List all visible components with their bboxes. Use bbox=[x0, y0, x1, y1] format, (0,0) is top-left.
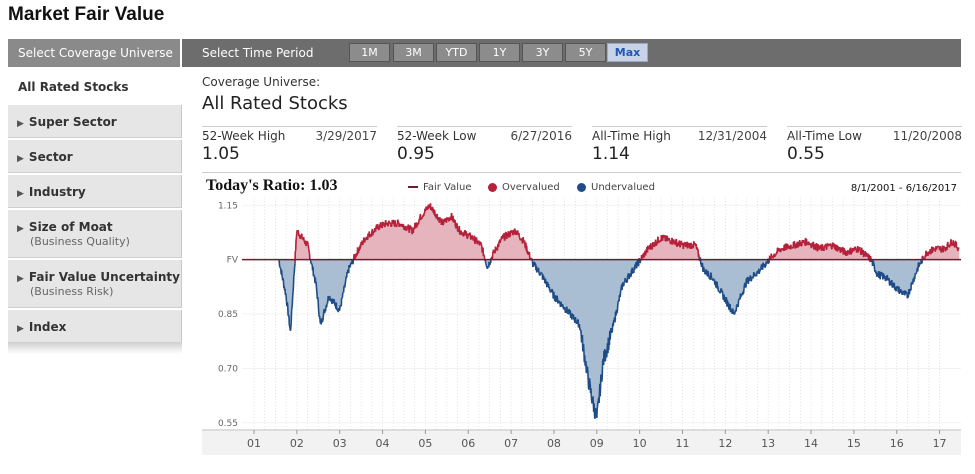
x-tick-label: 06 bbox=[461, 437, 475, 450]
x-tick-label: 13 bbox=[761, 437, 775, 450]
sidebar-item-label: All Rated Stocks bbox=[18, 80, 129, 94]
x-tick-label: 17 bbox=[933, 437, 947, 450]
triangle-right-icon: ▶ bbox=[17, 154, 24, 164]
x-tick-label: 03 bbox=[333, 437, 347, 450]
stat-value: 1.14 bbox=[592, 144, 630, 164]
period-1y-button[interactable]: 1Y bbox=[479, 43, 520, 62]
chart-header: Today's Ratio: 1.03 Fair Value Overvalue… bbox=[202, 172, 961, 199]
period-5y-button[interactable]: 5Y bbox=[565, 43, 606, 62]
sidebar-item-label: Fair Value Uncertainty bbox=[28, 270, 180, 284]
x-tick-label: 05 bbox=[418, 437, 432, 450]
y-tick-label: 1.15 bbox=[218, 201, 238, 211]
todays-ratio-value: 1.03 bbox=[309, 177, 338, 194]
page-title: Market Fair Value bbox=[8, 4, 165, 25]
stat-label: All-Time High bbox=[592, 129, 671, 143]
undervalued-dot-icon bbox=[577, 182, 586, 192]
fair-value-chart[interactable]: 1.15 FV 0.85 0.70 0.55 01 02 03 04 05 06 07 08 09 10 11… bbox=[202, 198, 961, 460]
sidebar-item-sublabel: (Business Quality) bbox=[30, 235, 130, 248]
fair-value-line-icon bbox=[408, 186, 418, 188]
triangle-right-icon: ▶ bbox=[17, 324, 24, 334]
x-tick-label: 01 bbox=[247, 437, 261, 450]
legend-label: Fair Value bbox=[423, 182, 472, 193]
triangle-right-icon: ▶ bbox=[17, 189, 24, 199]
period-3y-button[interactable]: 3Y bbox=[522, 43, 563, 62]
y-tick-label: FV bbox=[227, 256, 239, 266]
legend-undervalued: Undervalued bbox=[577, 182, 655, 193]
sidebar-item-index[interactable]: ▶ Index bbox=[8, 310, 182, 343]
x-tick-label: 16 bbox=[890, 437, 904, 450]
chart-date-range: 8/1/2001 - 6/16/2017 bbox=[850, 183, 957, 194]
stat-value: 1.05 bbox=[202, 144, 240, 164]
period-3m-button[interactable]: 3M bbox=[393, 43, 434, 62]
stat-label: 52-Week High bbox=[202, 129, 286, 143]
sidebar-item-sublabel: (Business Risk) bbox=[30, 285, 114, 298]
stat-all-time-high: All-Time High 12/31/2004 1.14 bbox=[592, 126, 767, 164]
sidebar-item-label: Industry bbox=[28, 185, 86, 199]
x-tick-label: 04 bbox=[376, 437, 390, 450]
stat-date: 11/20/2008 bbox=[892, 129, 962, 143]
sidebar-item-industry[interactable]: ▶ Industry bbox=[8, 175, 182, 208]
coverage-universe-label: Coverage Universe: bbox=[202, 75, 321, 89]
y-tick-label: 0.70 bbox=[218, 364, 238, 374]
stat-52-week-high: 52-Week High 3/29/2017 1.05 bbox=[202, 126, 377, 164]
legend-label: Undervalued bbox=[591, 182, 655, 193]
x-tick-label: 10 bbox=[633, 437, 647, 450]
stat-date: 3/29/2017 bbox=[315, 129, 377, 143]
x-tick-label: 09 bbox=[590, 437, 604, 450]
period-1m-button[interactable]: 1M bbox=[349, 43, 390, 62]
x-tick-label: 08 bbox=[547, 437, 561, 450]
x-tick-label: 07 bbox=[504, 437, 518, 450]
sidebar-item-label: Sector bbox=[28, 150, 73, 164]
stat-date: 6/27/2016 bbox=[510, 129, 572, 143]
sidebar-item-super-sector[interactable]: ▶ Super Sector bbox=[8, 105, 182, 138]
sidebar-item-label: Size of Moat bbox=[28, 220, 113, 234]
x-tick-label: 02 bbox=[290, 437, 304, 450]
x-tick-label: 11 bbox=[675, 437, 689, 450]
top-nav-bar: Select Coverage Universe Select Time Per… bbox=[8, 39, 961, 67]
legend-fair-value: Fair Value bbox=[408, 182, 472, 193]
x-axis-band bbox=[202, 431, 961, 455]
sidebar-item-size-of-moat[interactable]: ▶ Size of Moat (Business Quality) bbox=[8, 210, 182, 258]
stat-date: 12/31/2004 bbox=[697, 129, 767, 143]
y-tick-label: 0.85 bbox=[218, 310, 238, 320]
coverage-universe-tab[interactable]: Select Coverage Universe bbox=[8, 39, 182, 67]
stat-52-week-low: 52-Week Low 6/27/2016 0.95 bbox=[397, 126, 572, 164]
sidebar-item-label: Super Sector bbox=[28, 115, 117, 129]
period-ytd-button[interactable]: YTD bbox=[436, 43, 477, 62]
stat-label: All-Time Low bbox=[787, 129, 862, 143]
stat-value: 0.95 bbox=[397, 144, 435, 164]
stat-value: 0.55 bbox=[787, 144, 825, 164]
legend-overvalued: Overvalued bbox=[488, 182, 560, 193]
coverage-universe-value: All Rated Stocks bbox=[202, 93, 348, 114]
time-period-label: Select Time Period bbox=[202, 46, 314, 60]
period-max-button[interactable]: Max bbox=[607, 43, 648, 62]
y-tick-label: 0.55 bbox=[218, 419, 238, 429]
sidebar-item-label: Index bbox=[28, 320, 67, 334]
legend-label: Overvalued bbox=[502, 182, 560, 193]
stat-label: 52-Week Low bbox=[397, 129, 477, 143]
undervalued-area bbox=[278, 259, 960, 419]
sidebar-item-all-rated-stocks[interactable]: All Rated Stocks bbox=[8, 70, 182, 103]
sidebar: All Rated Stocks ▶ Super Sector ▶ Sector ▶… bbox=[8, 70, 182, 345]
todays-ratio: Today's Ratio: 1.03 bbox=[206, 177, 337, 195]
stat-all-time-low: All-Time Low 11/20/2008 0.55 bbox=[787, 126, 962, 164]
triangle-right-icon: ▶ bbox=[17, 274, 24, 284]
triangle-right-icon: ▶ bbox=[17, 224, 24, 234]
overvalued-area bbox=[278, 203, 960, 260]
sidebar-item-fair-value-uncertainty[interactable]: ▶ Fair Value Uncertainty (Business Risk) bbox=[8, 260, 182, 308]
sidebar-shadow bbox=[8, 342, 182, 354]
triangle-right-icon: ▶ bbox=[17, 119, 24, 129]
x-tick-label: 15 bbox=[847, 437, 861, 450]
overvalued-dot-icon bbox=[488, 182, 497, 192]
sidebar-item-sector[interactable]: ▶ Sector bbox=[8, 140, 182, 173]
x-tick-label: 12 bbox=[718, 437, 732, 450]
x-tick-label: 14 bbox=[804, 437, 818, 450]
todays-ratio-label: Today's Ratio: bbox=[206, 177, 306, 194]
